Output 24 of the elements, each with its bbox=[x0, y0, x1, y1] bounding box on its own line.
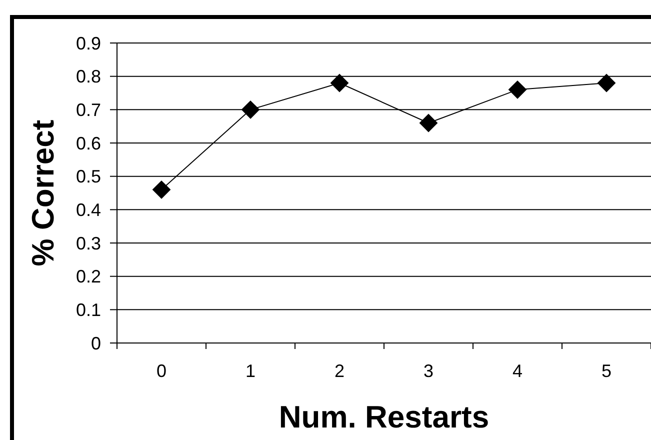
point bbox=[330, 74, 348, 92]
x-tick-label: 2 bbox=[334, 360, 345, 381]
y-tick-label: 0.9 bbox=[76, 33, 101, 54]
x-tick-label: 4 bbox=[512, 360, 523, 381]
y-tick-label: 0.3 bbox=[76, 233, 101, 254]
y-tick-label: 0.5 bbox=[76, 166, 101, 187]
y-tick-label: 0 bbox=[90, 333, 101, 354]
x-tick-label: 5 bbox=[601, 360, 612, 381]
y-tick-label: 0.7 bbox=[76, 100, 101, 120]
x-tick-label: 1 bbox=[245, 360, 256, 381]
point bbox=[508, 80, 526, 99]
x-axis-title: Num. Restarts bbox=[278, 400, 490, 434]
y-tick-label: 0.4 bbox=[76, 200, 101, 220]
y-tick-label: 0.1 bbox=[76, 300, 101, 320]
point bbox=[242, 100, 260, 119]
y-tick-label: 0.6 bbox=[76, 133, 101, 154]
x-tick-label: 0 bbox=[156, 360, 167, 381]
point bbox=[152, 180, 170, 199]
y-tick-label: 0.2 bbox=[76, 266, 101, 287]
point bbox=[420, 114, 438, 132]
y-axis-title: % Correct bbox=[26, 120, 60, 266]
x-tick-label: 3 bbox=[423, 360, 434, 381]
point bbox=[598, 74, 616, 92]
y-tick-label: 0.8 bbox=[76, 66, 101, 87]
